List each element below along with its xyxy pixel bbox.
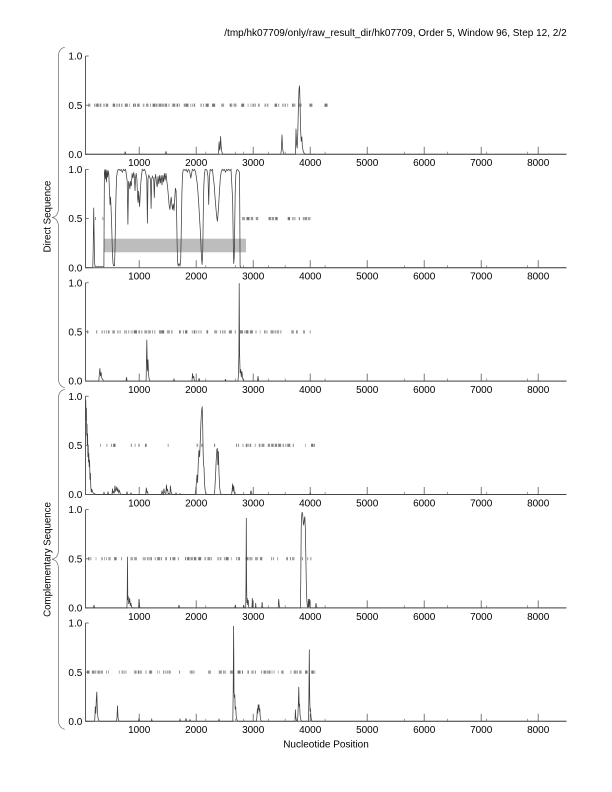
svg-text:7000: 7000 [470, 725, 493, 736]
svg-text:3000: 3000 [242, 385, 265, 396]
svg-text:7000: 7000 [470, 272, 493, 283]
svg-text:0.0: 0.0 [68, 717, 82, 728]
svg-text:7000: 7000 [470, 612, 493, 623]
svg-text:6000: 6000 [413, 272, 436, 283]
svg-text:Direct Sequence: Direct Sequence [43, 181, 54, 253]
svg-text:0.0: 0.0 [68, 377, 82, 388]
svg-text:1.0: 1.0 [68, 619, 82, 630]
svg-text:5000: 5000 [356, 272, 379, 283]
svg-text:1000: 1000 [128, 272, 151, 283]
svg-text:0.5: 0.5 [68, 554, 82, 565]
svg-text:/tmp/hk07709/only/raw_result_d: /tmp/hk07709/only/raw_result_dir/hk07709… [224, 28, 567, 39]
svg-text:5000: 5000 [356, 612, 379, 623]
svg-text:8000: 8000 [527, 158, 550, 169]
svg-text:3000: 3000 [242, 158, 265, 169]
svg-text:5000: 5000 [356, 498, 379, 509]
svg-text:2000: 2000 [185, 725, 208, 736]
svg-text:4000: 4000 [299, 725, 322, 736]
svg-text:1000: 1000 [128, 498, 151, 509]
svg-text:7000: 7000 [470, 498, 493, 509]
svg-text:8000: 8000 [527, 498, 550, 509]
svg-text:4000: 4000 [299, 158, 322, 169]
svg-text:1.0: 1.0 [68, 278, 82, 289]
svg-text:6000: 6000 [413, 725, 436, 736]
svg-text:5000: 5000 [356, 725, 379, 736]
svg-text:0.5: 0.5 [68, 668, 82, 679]
svg-text:8000: 8000 [527, 612, 550, 623]
svg-text:1.0: 1.0 [68, 505, 82, 516]
svg-text:0.5: 0.5 [68, 328, 82, 339]
svg-text:8000: 8000 [527, 272, 550, 283]
svg-text:0.0: 0.0 [68, 150, 82, 161]
svg-text:3000: 3000 [242, 725, 265, 736]
svg-text:5000: 5000 [356, 385, 379, 396]
svg-text:3000: 3000 [242, 272, 265, 283]
svg-text:0.5: 0.5 [68, 214, 82, 225]
svg-text:0.0: 0.0 [68, 604, 82, 615]
svg-text:1000: 1000 [128, 158, 151, 169]
svg-text:1000: 1000 [128, 612, 151, 623]
svg-text:8000: 8000 [527, 725, 550, 736]
svg-text:4000: 4000 [299, 272, 322, 283]
svg-text:1000: 1000 [128, 385, 151, 396]
svg-text:6000: 6000 [413, 385, 436, 396]
svg-text:7000: 7000 [470, 158, 493, 169]
svg-text:0.5: 0.5 [68, 441, 82, 452]
svg-text:8000: 8000 [527, 385, 550, 396]
svg-text:1.0: 1.0 [68, 392, 82, 403]
svg-text:0.0: 0.0 [68, 490, 82, 501]
svg-text:6000: 6000 [413, 158, 436, 169]
svg-text:1.0: 1.0 [68, 52, 82, 63]
svg-text:0.0: 0.0 [68, 263, 82, 274]
svg-text:0.5: 0.5 [68, 101, 82, 112]
svg-text:5000: 5000 [356, 158, 379, 169]
svg-text:2000: 2000 [185, 385, 208, 396]
svg-text:2000: 2000 [185, 498, 208, 509]
svg-text:2000: 2000 [185, 612, 208, 623]
svg-text:6000: 6000 [413, 498, 436, 509]
svg-text:3000: 3000 [242, 498, 265, 509]
svg-text:6000: 6000 [413, 612, 436, 623]
svg-text:1000: 1000 [128, 725, 151, 736]
svg-text:Nucleotide Position: Nucleotide Position [283, 740, 369, 751]
svg-text:2000: 2000 [185, 272, 208, 283]
svg-text:Complementary Sequence: Complementary Sequence [43, 502, 54, 617]
svg-text:4000: 4000 [299, 612, 322, 623]
svg-text:3000: 3000 [242, 612, 265, 623]
svg-text:4000: 4000 [299, 385, 322, 396]
svg-text:7000: 7000 [470, 385, 493, 396]
svg-text:4000: 4000 [299, 498, 322, 509]
svg-text:2000: 2000 [185, 158, 208, 169]
svg-text:1.0: 1.0 [68, 165, 82, 176]
